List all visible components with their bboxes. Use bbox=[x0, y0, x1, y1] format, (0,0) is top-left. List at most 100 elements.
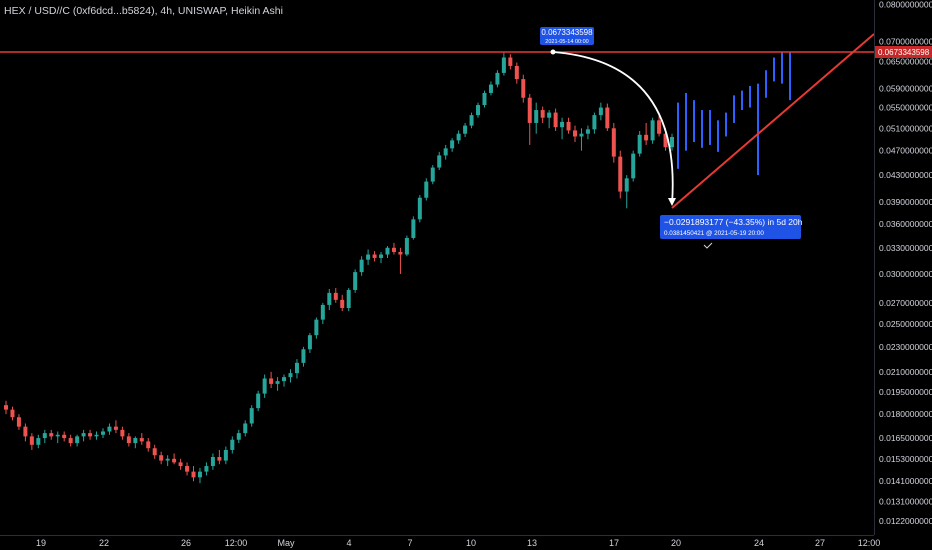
candle-body bbox=[230, 439, 235, 450]
y-tick-label: 0.0330000000 bbox=[879, 243, 932, 253]
candle-body bbox=[243, 423, 248, 434]
candle-body bbox=[197, 471, 202, 478]
candle-body bbox=[55, 434, 60, 437]
y-tick-label: 0.0550000000 bbox=[879, 103, 932, 113]
candle-body bbox=[663, 133, 668, 148]
candle-body bbox=[443, 148, 448, 156]
candle-body bbox=[450, 140, 455, 149]
y-tick-label: 0.0250000000 bbox=[879, 319, 932, 329]
y-tick-label: 0.0650000000 bbox=[879, 57, 932, 67]
candle-body bbox=[178, 462, 183, 467]
chart-title: HEX / USD//C (0xf6dcd...b5824), 4h, UNIS… bbox=[4, 5, 283, 17]
candle-body bbox=[269, 378, 274, 384]
candle-body bbox=[346, 289, 351, 308]
candle-body bbox=[49, 433, 54, 437]
candle-body bbox=[547, 112, 552, 118]
candle-body bbox=[146, 441, 151, 449]
candle-body bbox=[598, 107, 603, 116]
y-tick-label: 0.0230000000 bbox=[879, 342, 932, 352]
candle-body bbox=[501, 57, 506, 73]
support-trendline bbox=[671, 33, 875, 209]
candle-body bbox=[16, 417, 21, 427]
candle-body bbox=[521, 79, 526, 98]
candle-body bbox=[637, 134, 642, 154]
candle-body bbox=[560, 121, 565, 128]
candle-body bbox=[404, 237, 409, 255]
candle-body bbox=[81, 433, 86, 437]
candle-body bbox=[657, 120, 662, 134]
candle-body bbox=[482, 92, 487, 106]
candle-body bbox=[294, 362, 299, 374]
candle-body bbox=[618, 156, 623, 192]
candle-body bbox=[172, 458, 177, 463]
candle-body bbox=[391, 247, 396, 252]
y-tick-label: 0.0141000000 bbox=[879, 476, 932, 486]
candle-body bbox=[185, 466, 190, 472]
x-tick-label: 22 bbox=[99, 538, 109, 548]
candle-body bbox=[23, 426, 28, 437]
high-date-label: 2021-05-14 00:00 bbox=[545, 39, 588, 45]
candle-body bbox=[204, 466, 209, 472]
high-label-box bbox=[540, 27, 594, 45]
y-tick-label: 0.0122000000 bbox=[879, 516, 932, 526]
candle-body bbox=[650, 120, 655, 141]
y-tick-label: 0.0800000000 bbox=[879, 0, 932, 10]
candle-body bbox=[126, 436, 131, 444]
candle-body bbox=[249, 408, 254, 424]
candle-body bbox=[75, 436, 80, 444]
y-tick-label: 0.0360000000 bbox=[879, 219, 932, 229]
candle-body bbox=[469, 115, 474, 126]
y-tick-label: 0.0700000000 bbox=[879, 36, 932, 46]
candle-body bbox=[430, 167, 435, 182]
candle-body bbox=[353, 272, 358, 290]
y-tick-label: 0.0180000000 bbox=[879, 409, 932, 419]
candle-body bbox=[592, 115, 597, 130]
y-tick-label: 0.0131000000 bbox=[879, 496, 932, 506]
measure-change-label: −0.0291893177 (−43.35%) in 5d 20h bbox=[664, 217, 803, 227]
price-tag bbox=[875, 46, 932, 58]
candle-body bbox=[159, 455, 164, 461]
x-tick-label: 26 bbox=[181, 538, 191, 548]
candle-body bbox=[508, 57, 513, 66]
candle-body bbox=[29, 436, 34, 445]
candle-body bbox=[359, 259, 364, 273]
y-tick-label: 0.0430000000 bbox=[879, 170, 932, 180]
x-tick-label: 13 bbox=[527, 538, 537, 548]
x-tick-label: May bbox=[277, 538, 295, 548]
candle-body bbox=[307, 335, 312, 350]
candle-body bbox=[139, 438, 144, 442]
candle-body bbox=[301, 349, 306, 363]
x-tick-label: 19 bbox=[36, 538, 46, 548]
candle-body bbox=[340, 299, 345, 308]
candle-body bbox=[10, 409, 15, 418]
candle-body bbox=[327, 292, 332, 305]
candle-body bbox=[534, 110, 539, 123]
y-tick-label: 0.0470000000 bbox=[879, 146, 932, 156]
candle-body bbox=[611, 128, 616, 157]
candle-body bbox=[385, 247, 390, 255]
candle-body bbox=[152, 448, 157, 456]
candle-body bbox=[573, 130, 578, 137]
candle-body bbox=[417, 197, 422, 220]
candle-body bbox=[424, 181, 429, 198]
high-point bbox=[550, 49, 556, 55]
y-tick-label: 0.0510000000 bbox=[879, 123, 932, 133]
candle-body bbox=[379, 254, 384, 258]
candle-body bbox=[275, 381, 280, 384]
candle-body bbox=[624, 178, 629, 192]
candle-body bbox=[288, 373, 293, 378]
candle-body bbox=[256, 393, 261, 409]
candle-body bbox=[320, 304, 325, 320]
candle-body bbox=[527, 97, 532, 123]
candle-body bbox=[210, 456, 215, 467]
candle-body bbox=[644, 134, 649, 141]
candle-body bbox=[514, 65, 519, 80]
measure-point-label: 0.0381450421 @ 2021-05-19 20:00 bbox=[664, 230, 764, 237]
y-tick-label: 0.0210000000 bbox=[879, 367, 932, 377]
candle-body bbox=[463, 125, 468, 134]
y-tick-label: 0.0270000000 bbox=[879, 298, 932, 308]
x-tick-label: 24 bbox=[754, 538, 764, 548]
candle-body bbox=[314, 319, 319, 336]
